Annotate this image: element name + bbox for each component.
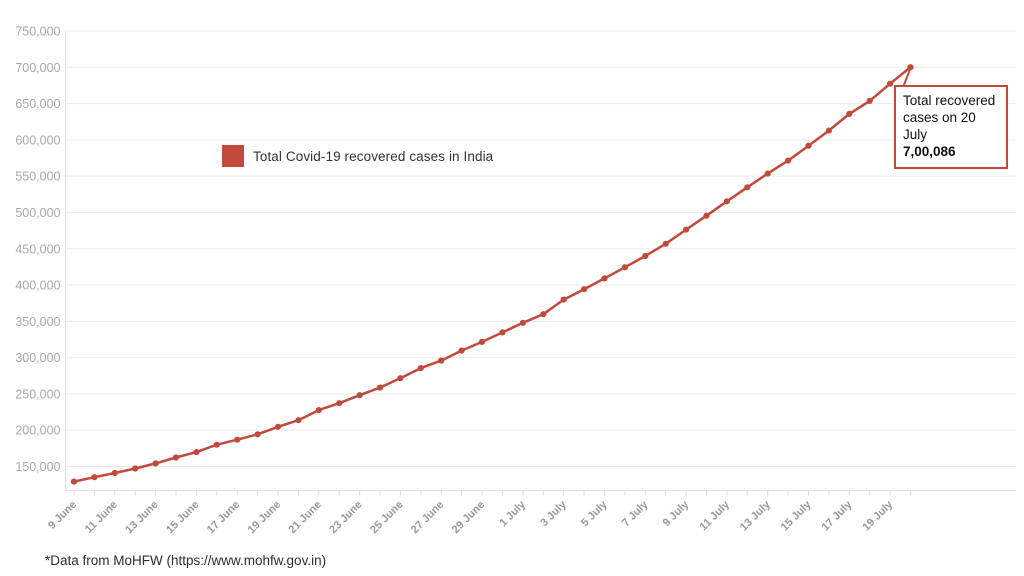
x-axis-tick-label: 17 June [205,499,242,536]
y-axis-tick-label: 750,000 [15,25,60,39]
data-point[interactable] [478,338,486,345]
x-axis-tick-label: 9 July [661,498,692,529]
data-point[interactable] [866,97,873,104]
x-axis-tick-label: 15 June [164,499,201,536]
legend: Total Covid-19 recovered cases in India [222,145,493,167]
x-axis-tick-label: 1 July [497,498,528,529]
data-point[interactable] [91,474,98,481]
annotation-connector-line [902,67,912,87]
data-point[interactable] [560,296,567,303]
data-point[interactable] [703,212,710,219]
x-axis-tick-label: 11 June [83,499,120,536]
data-point[interactable] [356,392,363,399]
legend-label: Total Covid-19 recovered cases in India [253,148,494,164]
annotation-line2: cases on 20 July [903,110,976,143]
y-axis-tick-label: 450,000 [15,242,60,256]
x-axis-tick-label: 13 July [738,498,773,533]
x-axis-tick-label: 19 June [246,499,283,536]
y-axis-tick-label: 300,000 [15,351,60,365]
data-point[interactable] [744,184,751,191]
y-axis-tick-label: 150,000 [15,460,60,474]
y-axis-tick-label: 600,000 [15,133,60,147]
data-point[interactable] [132,465,139,472]
annotation-value: 7,00,086 [903,144,956,160]
x-axis-tick-label: 27 June [409,499,446,536]
data-source-note: *Data from MoHFW (https://www.mohfw.gov.… [45,553,327,568]
data-point[interactable] [315,407,322,414]
data-point[interactable] [683,226,690,233]
data-point[interactable] [540,311,547,318]
y-axis-tick-label: 700,000 [15,61,60,75]
data-point[interactable] [785,157,792,164]
data-point[interactable] [274,423,282,430]
annotation-line1: Total recovered [903,93,996,108]
data-point[interactable] [764,170,771,177]
data-point[interactable] [111,469,118,477]
x-axis-tick-label: 23 June [327,499,364,536]
x-axis-tick-label: 3 July [538,498,569,529]
data-point[interactable] [601,275,608,282]
data-point[interactable] [397,375,404,382]
y-axis-tick-label: 250,000 [15,387,60,401]
data-point[interactable] [519,319,527,326]
data-point[interactable] [825,127,833,134]
y-axis-tick-label: 550,000 [15,170,60,184]
y-axis-tick-label: 200,000 [15,424,60,438]
x-axis-tick-label: 17 July [820,498,855,533]
series-line [73,66,912,483]
y-axis-tick-label: 400,000 [15,279,60,293]
data-point[interactable] [254,431,261,438]
data-point[interactable] [295,417,302,424]
data-point[interactable] [336,400,343,407]
data-point[interactable] [642,252,649,260]
annotation-box: Total recovered cases on 20 July 7,00,08… [894,85,1008,169]
data-point[interactable] [152,460,159,467]
data-point[interactable] [621,264,629,271]
x-axis-tick-label: 21 June [286,499,323,536]
x-axis-tick-label: 5 July [579,498,610,529]
x-axis-tick-label: 7 July [620,498,651,529]
data-point[interactable] [193,449,200,456]
x-axis-tick-label: 13 June [123,499,160,536]
data-point[interactable] [172,454,180,461]
data-point[interactable] [213,441,220,448]
data-point[interactable] [417,365,424,372]
y-axis-tick-label: 350,000 [15,315,60,329]
y-axis-tick-label: 500,000 [15,206,60,220]
data-point[interactable] [581,286,588,293]
x-axis-tick-label: 19 July [860,498,895,533]
data-point[interactable] [376,384,384,391]
x-axis-tick-label: 25 June [368,499,405,536]
data-point[interactable] [846,110,853,117]
data-point[interactable] [805,142,812,149]
y-axis-tick-label: 650,000 [15,97,60,111]
x-axis-tick-label: 29 June [450,499,487,536]
legend-swatch [222,145,244,167]
data-point[interactable] [234,436,241,443]
data-point[interactable] [907,64,914,71]
data-point[interactable] [662,240,669,247]
data-point[interactable] [70,478,78,485]
data-point[interactable] [458,347,465,354]
data-point[interactable] [499,329,506,336]
x-axis-tick-label: 11 July [698,498,733,533]
data-point[interactable] [438,357,445,364]
x-axis-tick-label: 15 July [779,498,814,533]
data-point[interactable] [887,80,894,87]
x-axis-tick-label: 9 June [46,499,79,532]
data-point[interactable] [723,198,731,205]
